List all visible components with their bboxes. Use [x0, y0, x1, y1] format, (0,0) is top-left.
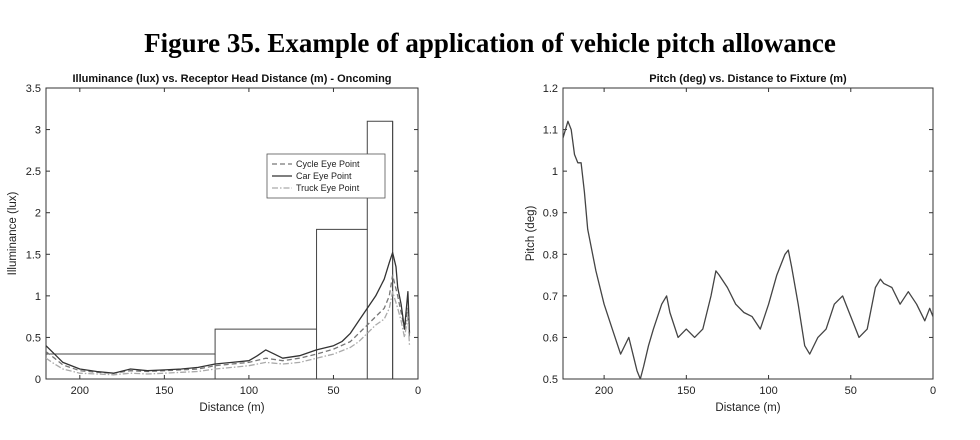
y-tick-label: 2.5 [26, 166, 41, 178]
x-tick-label: 0 [415, 385, 421, 397]
x-axis-label: Distance (m) [715, 402, 780, 414]
legend-label: Car Eye Point [296, 171, 352, 181]
y-tick-label: 0.9 [543, 208, 558, 220]
x-tick-label: 200 [71, 385, 89, 397]
x-tick-label: 100 [240, 385, 258, 397]
plot-frame [562, 87, 934, 380]
y-tick-label: 0.8 [543, 249, 558, 261]
y-tick-label: 1.5 [26, 249, 41, 261]
series-line-2 [46, 291, 411, 376]
x-tick-label: 150 [155, 385, 173, 397]
y-tick-label: 0.5 [26, 332, 41, 344]
y-axis-label: Illuminance (lux) [7, 191, 19, 275]
plot-frame [45, 87, 419, 380]
y-tick-label: 3.5 [26, 83, 41, 95]
y-tick-label: 0 [35, 374, 41, 386]
plot-title: Illuminance (lux) vs. Receptor Head Dist… [72, 73, 391, 85]
y-tick-label: 0.5 [543, 374, 558, 386]
x-axis-label: Distance (m) [199, 402, 264, 414]
y-tick-label: 1 [35, 291, 41, 303]
legend-label: Truck Eye Point [296, 183, 360, 193]
series-line-1 [46, 251, 411, 374]
x-tick-label: 100 [759, 385, 777, 397]
series-line-0 [563, 120, 933, 379]
plot-area [46, 120, 411, 379]
x-tick-label: 150 [677, 385, 695, 397]
y-tick-label: 0.7 [543, 291, 558, 303]
legend-label: Cycle Eye Point [296, 159, 360, 169]
x-tick-label: 0 [930, 385, 936, 397]
x-tick-label: 50 [845, 385, 857, 397]
y-tick-label: 3 [35, 125, 41, 137]
y-tick-label: 1 [552, 166, 558, 178]
x-tick-label: 200 [595, 385, 613, 397]
allowance-step-line [46, 120, 394, 379]
plot-title: Pitch (deg) vs. Distance to Fixture (m) [649, 73, 847, 85]
y-tick-label: 0.6 [543, 332, 558, 344]
y-tick-label: 1.2 [543, 83, 558, 95]
plot-area [563, 120, 933, 379]
y-axis-label: Pitch (deg) [525, 206, 537, 262]
y-tick-label: 1.1 [543, 125, 558, 137]
y-tick-label: 2 [35, 208, 41, 220]
figure-title: Figure 35. Example of application of veh… [144, 28, 836, 58]
x-tick-label: 50 [327, 385, 339, 397]
